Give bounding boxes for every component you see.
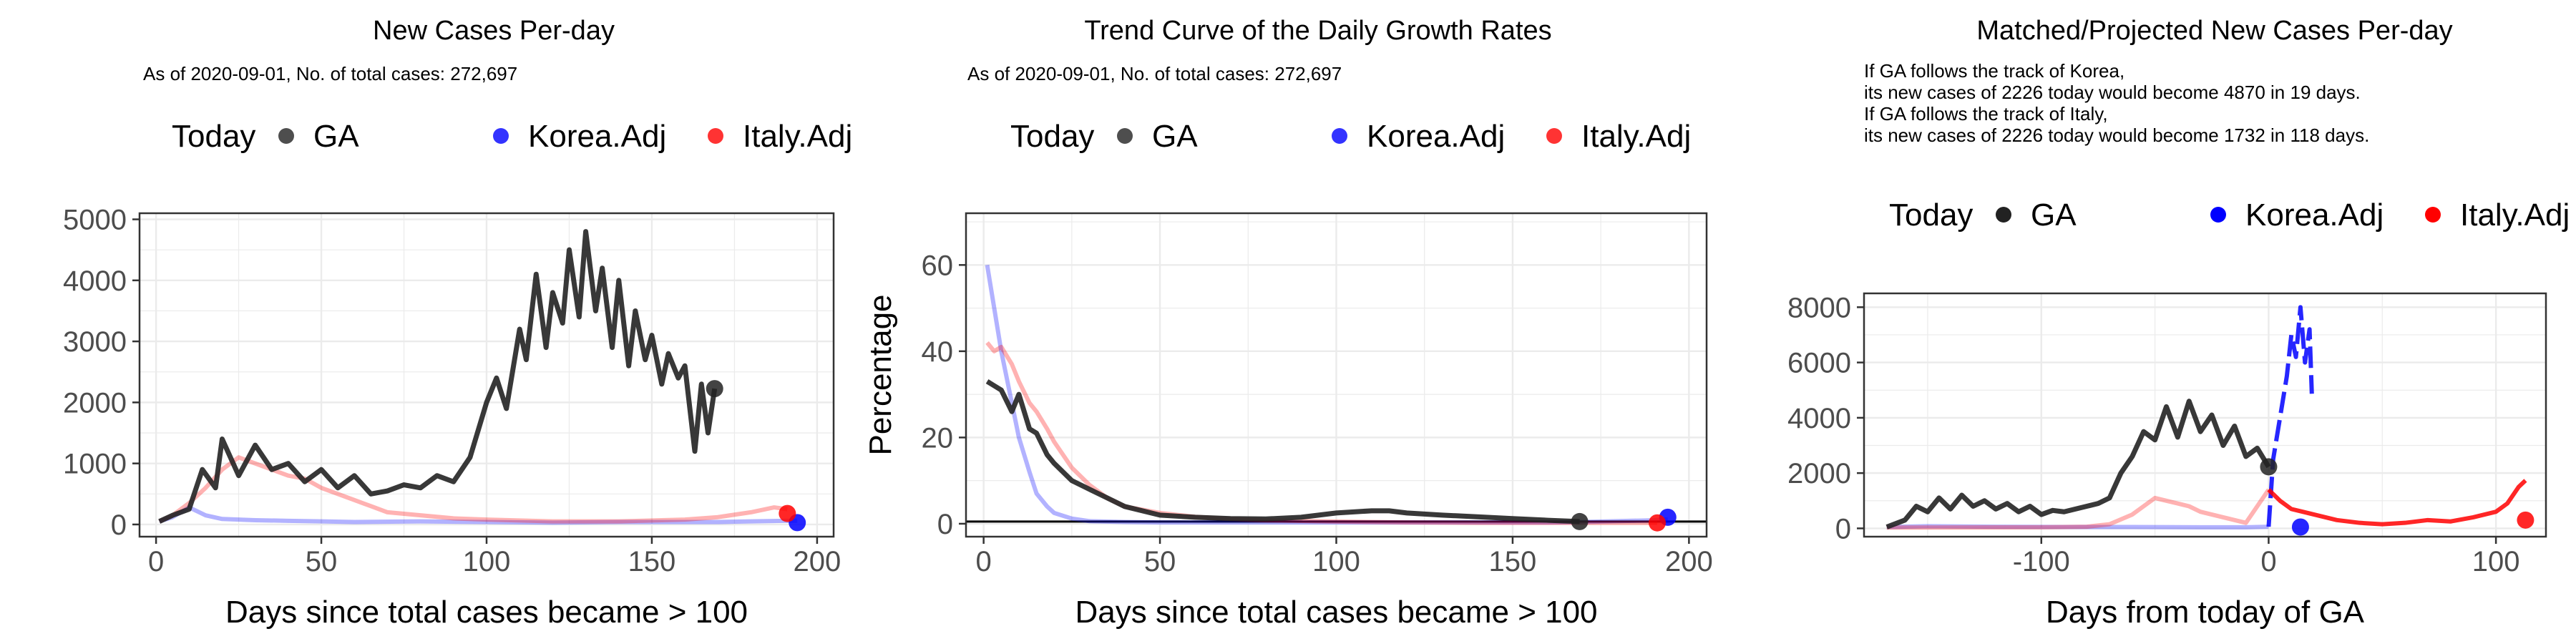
chart-title: New Cases Per-day (373, 16, 615, 46)
y-tick-label: 0 (1835, 513, 1851, 545)
x-tick-label: 200 (794, 546, 841, 577)
legend-label: Italy.Adj (1581, 119, 1691, 154)
y-tick-label: 2000 (1787, 458, 1851, 489)
x-axis-label: Days since total cases became > 100 (1075, 595, 1597, 630)
x-tick-label: 0 (148, 546, 164, 577)
legend-key-ga (278, 128, 294, 144)
legend-key-korea-adj (1332, 128, 1347, 144)
legend-label: Korea.Adj (528, 119, 666, 154)
x-tick-label: 100 (2472, 546, 2520, 577)
x-tick-label: 50 (306, 546, 338, 577)
legend-key-italy-adj (1546, 128, 1562, 144)
legend-title: Today (172, 119, 255, 154)
today-point-italy-adj (2517, 511, 2534, 529)
today-point-italy-adj (1649, 514, 1666, 532)
series-line-italy-adj (158, 455, 788, 524)
series-line-italy-adj-matched (1886, 488, 2270, 530)
chart-title: Matched/Projected New Cases Per-day (1976, 16, 2452, 46)
today-point-ga (1571, 512, 1589, 530)
x-tick-label: 0 (2260, 546, 2276, 577)
y-tick-label: 4000 (1787, 403, 1851, 434)
y-tick-label: 3000 (63, 326, 127, 358)
annotation-line: If GA follows the track of Italy, (1864, 103, 2108, 125)
legend-key-ga (1117, 128, 1133, 144)
y-tick-label: 60 (922, 250, 954, 281)
x-axis-label: Days from today of GA (2046, 595, 2365, 630)
legend-label: Italy.Adj (2460, 197, 2570, 233)
legend-key-italy-adj (708, 128, 723, 144)
today-point-italy-adj (779, 504, 796, 522)
legend-key-ga (1996, 207, 2011, 223)
legend-label: GA (1152, 119, 1198, 154)
x-tick-label: 100 (1312, 546, 1360, 577)
chart-title: Trend Curve of the Daily Growth Rates (1084, 16, 1551, 46)
x-tick-label: 150 (1489, 546, 1537, 577)
x-tick-label: -100 (2013, 546, 2070, 577)
y-tick-label: 2000 (63, 387, 127, 419)
chart-subtitle: As of 2020-09-01, No. of total cases: 27… (143, 63, 517, 84)
series-line-korea-adj-projected (2266, 305, 2314, 527)
today-point-ga (2260, 458, 2278, 476)
series-line-korea-adj-matched (1886, 524, 2269, 530)
legend-key-korea-adj (493, 128, 509, 144)
y-tick-label: 4000 (63, 265, 127, 297)
series-line-ga (985, 379, 1580, 525)
legend-title: Today (1010, 119, 1094, 154)
x-tick-label: 0 (976, 546, 992, 577)
y-tick-label: 1000 (63, 449, 127, 480)
series-line-italy-adj-projected (2267, 479, 2527, 527)
y-tick-label: 0 (937, 509, 953, 540)
legend-key-korea-adj (2210, 207, 2226, 223)
today-point-ga (706, 380, 723, 398)
legend-label: Italy.Adj (743, 119, 852, 154)
legend-key-italy-adj (2425, 207, 2441, 223)
y-axis-label: Percentage (863, 294, 898, 455)
annotation-line: If GA follows the track of Korea, (1864, 60, 2124, 82)
legend-label: GA (2031, 197, 2077, 233)
series-line-korea-adj (158, 505, 798, 525)
legend-label: GA (313, 119, 359, 154)
legend-title: Today (1889, 197, 1973, 233)
x-tick-label: 50 (1144, 546, 1176, 577)
chart-subtitle: As of 2020-09-01, No. of total cases: 27… (967, 63, 1342, 84)
annotation-line: its new cases of 2226 today would become… (1864, 82, 2361, 103)
series-line-ga (158, 229, 718, 524)
y-tick-label: 40 (922, 336, 954, 368)
annotation-line: its new cases of 2226 today would become… (1864, 125, 2369, 146)
y-tick-label: 6000 (1787, 348, 1851, 379)
x-tick-label: 150 (628, 546, 676, 577)
legend-label: Korea.Adj (2245, 197, 2384, 233)
today-point-korea-adj (2291, 518, 2309, 536)
x-tick-label: 200 (1665, 546, 1713, 577)
plot-panel (1864, 293, 2546, 537)
y-tick-label: 20 (922, 422, 954, 454)
panel-border (1863, 292, 2547, 538)
y-tick-label: 0 (111, 509, 127, 541)
x-axis-label: Days since total cases became > 100 (225, 595, 748, 630)
y-tick-label: 5000 (63, 205, 127, 236)
y-tick-label: 8000 (1787, 292, 1851, 323)
legend-label: Korea.Adj (1367, 119, 1505, 154)
series-line-ga (1885, 399, 2271, 530)
x-tick-label: 100 (463, 546, 511, 577)
